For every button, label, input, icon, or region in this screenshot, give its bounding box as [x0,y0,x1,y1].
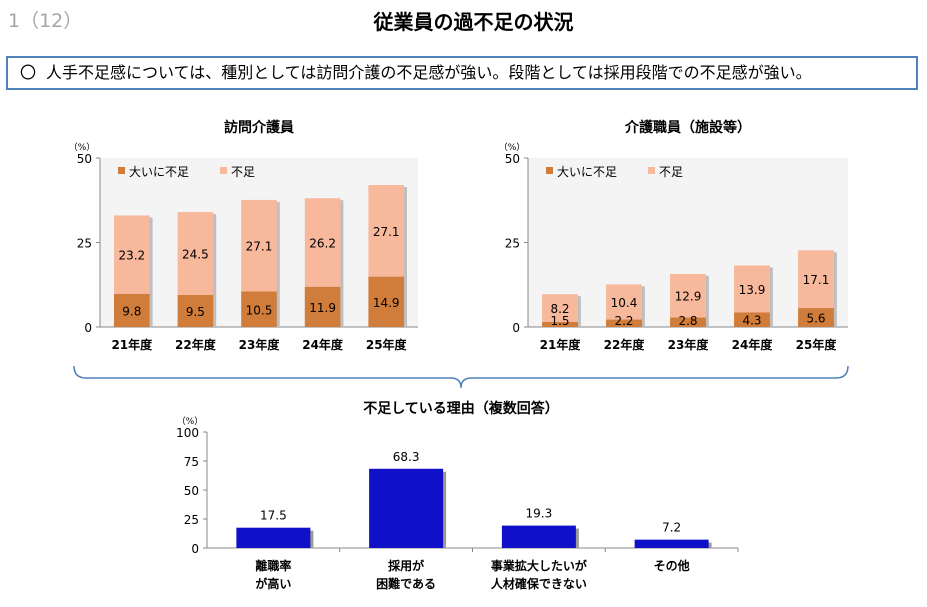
bar-shortage [368,185,405,277]
y-tick-label: 50 [184,484,199,498]
bar-severe-shortage [606,319,642,327]
x-tick-label: 24年度 [302,337,344,352]
x-tick-label: 25年度 [796,337,838,352]
data-label-shortage: 12.9 [675,290,702,304]
bar-shortage [177,212,214,295]
data-label-severe: 9.5 [186,305,205,319]
x-tick-label: が高い [255,576,291,591]
data-label-shortage: 27.1 [246,240,273,254]
x-tick-label: 21年度 [111,337,153,352]
y-tick-label: 0 [191,542,199,556]
x-tick-label: 23年度 [668,337,710,352]
y-tick-label: 50 [505,152,520,166]
bar-shortage [734,265,770,313]
data-label-shortage: 23.2 [118,249,145,263]
data-label-shortage: 13.9 [739,283,766,297]
bar-severe-shortage [798,308,834,327]
bar-shortage [113,215,150,294]
bar-severe-shortage [670,317,706,327]
bar-severe-shortage [177,294,214,327]
x-tick-label: 21年度 [540,337,582,352]
y-tick-label: 25 [184,513,199,527]
x-tick-label: 24年度 [732,337,774,352]
bar-shortage [606,284,642,320]
x-tick-label: 困難である [376,576,436,591]
x-tick-label: 23年度 [239,337,281,352]
bar-shortage [542,294,578,322]
y-tick-label: 75 [184,455,199,469]
x-tick-label: 事業拡大したいが [491,558,587,573]
data-label-severe: 2.8 [678,314,697,328]
chart-title: 介護職員（施設等） [624,119,751,136]
reason-bar [369,468,444,548]
summary-text: 人手不足感については、種別としては訪問介護の不足感が強い。段階としては採用段階で… [46,63,812,82]
legend-label-shortage: 不足 [231,165,255,179]
bar-severe-shortage [734,312,770,327]
bar-severe-shortage [368,276,405,327]
x-tick-label: 25年度 [366,337,408,352]
data-label: 68.3 [393,450,420,464]
reason-bar [236,527,311,548]
x-tick-label: 22年度 [175,337,217,352]
data-label-severe: 1.5 [550,314,569,328]
data-label: 17.5 [260,509,287,523]
bar-severe-shortage [304,286,341,327]
reason-bar [634,539,709,548]
x-tick-label: 離職率 [255,558,291,573]
bar-severe-shortage [113,293,150,327]
legend-label-severe: 大いに不足 [129,165,189,179]
data-label-shortage: 10.4 [611,296,638,310]
summary-box: 〇人手不足感については、種別としては訪問介護の不足感が強い。段階としては採用段階… [6,56,918,90]
y-unit-label: （%） [177,416,204,427]
data-label: 19.3 [526,507,553,521]
reason-bar [501,525,576,548]
y-unit-label: （%） [499,142,526,153]
data-label: 7.2 [662,521,681,535]
x-tick-label: 採用が [388,558,424,573]
data-label-shortage: 8.2 [550,302,569,316]
x-tick-label: その他 [654,558,690,573]
bar-shortage [670,273,706,318]
data-label-shortage: 27.1 [373,225,400,239]
page-title: 従業員の過不足の状況 [373,10,574,34]
y-tick-label: 100 [176,426,199,440]
bar-severe-shortage [241,291,277,327]
data-label-severe: 11.9 [309,301,336,315]
bullet-circle-icon: 〇 [20,63,37,82]
bar-severe-shortage [542,321,578,327]
y-tick-label: 0 [84,321,92,335]
y-unit-label: （%） [69,142,96,153]
y-tick-label: 0 [512,321,520,335]
x-tick-label: 人材確保できない [491,576,587,591]
chart-title: 不足している理由（複数回答） [363,400,559,417]
bar-shortage [798,250,834,309]
data-label-severe: 9.8 [122,304,141,318]
legend-label-shortage: 不足 [659,165,683,179]
data-label-severe: 5.6 [806,312,825,326]
data-label-severe: 10.5 [246,303,273,317]
bar-shortage [241,199,277,292]
page-number: 1（12） [8,10,83,32]
y-tick-label: 25 [77,237,92,251]
data-label-shortage: 17.1 [803,273,830,287]
legend-swatch-severe [546,167,553,174]
data-label-shortage: 26.2 [309,237,336,251]
data-label-severe: 4.3 [742,314,761,328]
legend-swatch-shortage [648,167,655,174]
data-label-severe: 14.9 [373,296,400,310]
y-tick-label: 50 [77,152,92,166]
bar-shortage [304,198,341,287]
x-tick-label: 22年度 [604,337,646,352]
legend-label-severe: 大いに不足 [557,165,617,179]
y-tick-label: 25 [505,237,520,251]
data-label-severe: 2.2 [614,314,633,328]
grouping-brace [73,365,849,389]
legend-swatch-shortage [220,167,227,174]
data-label-shortage: 24.5 [182,247,209,261]
legend-swatch-severe [118,167,125,174]
chart-title: 訪問介護員 [224,119,294,136]
